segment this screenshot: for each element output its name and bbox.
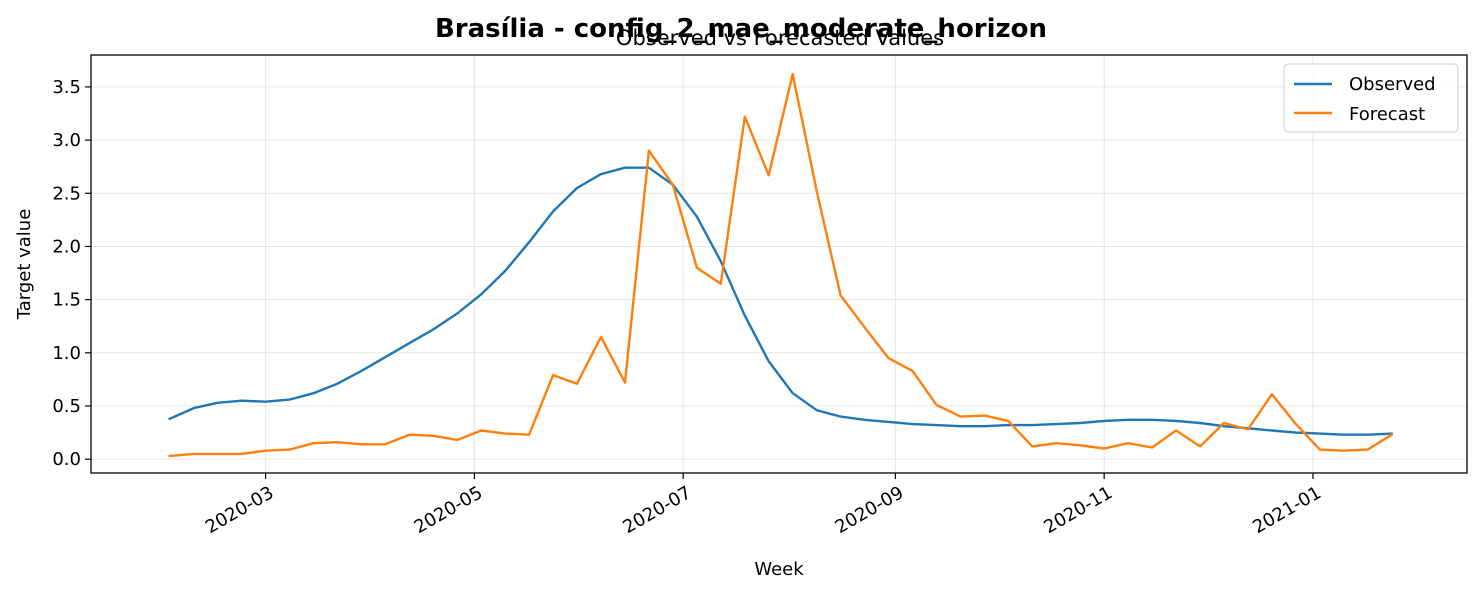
y-tick-label: 3.5	[52, 77, 81, 98]
y-tick-label: 1.5	[52, 290, 81, 311]
x-tick-label: 2020-07	[619, 482, 695, 538]
legend-label-forecast: Forecast	[1349, 104, 1425, 125]
y-tick-label: 0.0	[52, 449, 81, 470]
y-axis-ticks: 0.0 0.5 1.0 1.5 2.0 2.5 3.0 3.5	[52, 77, 91, 470]
series-line-forecast	[168, 72, 1394, 458]
y-tick-label: 2.5	[52, 183, 81, 204]
plot-area-frame	[90, 54, 1468, 474]
x-tick-label: 2020-03	[202, 482, 278, 538]
legend-label-observed: Observed	[1349, 74, 1436, 95]
y-axis-label: Target value	[14, 209, 35, 321]
chart-title: Observed vs Forecasted Values	[616, 26, 944, 50]
x-tick-label: 2020-05	[411, 482, 487, 538]
y-tick-label: 0.5	[52, 396, 81, 417]
x-tick-label: 2020-11	[1040, 482, 1116, 538]
x-tick-label: 2021-01	[1249, 482, 1325, 538]
x-axis-ticks: 2020-03 2020-05 2020-07 2020-09 2020-11 2021-…	[202, 473, 1325, 538]
grid-lines	[91, 55, 1467, 473]
y-tick-label: 1.0	[52, 343, 81, 364]
legend: Observed Forecast	[1283, 63, 1459, 133]
x-axis-label: Week	[754, 559, 804, 580]
series-lines	[168, 72, 1394, 458]
y-tick-label: 3.0	[52, 130, 81, 151]
legend-box	[1283, 63, 1459, 133]
x-tick-label: 2020-09	[832, 482, 908, 538]
chart-suptitle: Brasília - config_2_mae_moderate_horizon	[435, 14, 1047, 44]
series-line-observed	[168, 166, 1393, 436]
y-tick-label: 2.0	[52, 236, 81, 257]
